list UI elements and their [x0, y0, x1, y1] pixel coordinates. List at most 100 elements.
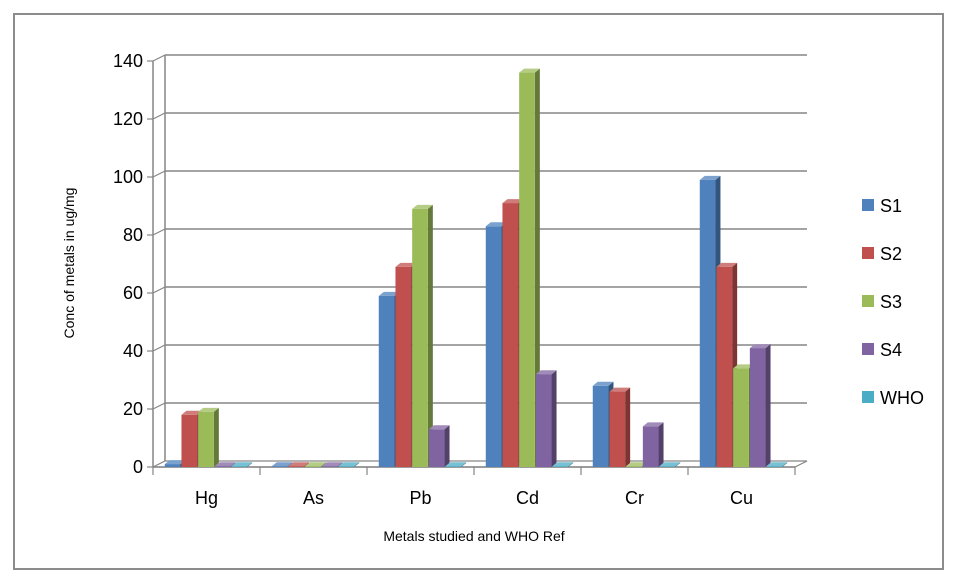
bar-top: [519, 68, 540, 73]
bar-top: [271, 462, 293, 467]
y-tick-label: 60: [123, 283, 143, 303]
bar-front: [609, 391, 626, 467]
gridline-side: [152, 228, 166, 236]
bar-front: [485, 226, 502, 467]
bar: [609, 387, 631, 467]
legend-swatch: [862, 391, 874, 403]
x-tick-label: Hg: [195, 488, 218, 508]
bar-front: [271, 466, 288, 467]
bar-top: [338, 462, 360, 467]
bar-front: [412, 208, 428, 467]
bar-front: [592, 385, 609, 467]
bar: [642, 422, 664, 467]
legend-swatch: [862, 247, 874, 259]
bar-side: [658, 422, 664, 467]
bar: [428, 425, 450, 467]
legend-swatch: [862, 295, 874, 307]
y-tick-label: 40: [123, 341, 143, 361]
bar-side: [765, 344, 771, 467]
bar: [519, 68, 540, 467]
bar-side: [304, 462, 310, 467]
x-tick-label: Cd: [516, 488, 539, 508]
x-tick-label: Pb: [409, 488, 431, 508]
legend-label: S2: [880, 244, 902, 264]
y-tick-label: 20: [123, 399, 143, 419]
bar: [271, 462, 293, 467]
legend-item: S4: [862, 340, 902, 360]
gridline-side: [152, 170, 166, 178]
legend-label: WHO: [880, 388, 924, 408]
bar-front: [305, 466, 321, 467]
bar: [749, 344, 771, 467]
bars: [164, 68, 788, 467]
bar-front: [733, 368, 749, 467]
bar-side: [354, 462, 360, 467]
bar-top: [502, 199, 524, 204]
legend-label: S1: [880, 196, 902, 216]
bar-top: [181, 410, 203, 415]
bar-top: [378, 291, 400, 296]
bar-front: [699, 179, 716, 467]
bar-top: [395, 262, 417, 267]
bar-front: [181, 414, 198, 467]
bar-top: [198, 407, 219, 412]
x-tick-label: Cr: [625, 488, 644, 508]
bar: [766, 462, 788, 467]
bar-side: [427, 204, 433, 467]
bar-side: [337, 462, 343, 467]
bar-side: [287, 462, 293, 467]
bar-front: [626, 466, 642, 467]
bar-top: [626, 462, 647, 467]
bar-front: [378, 295, 395, 467]
gridline-side: [152, 112, 166, 120]
bar: [214, 462, 236, 467]
bar-top: [716, 262, 738, 267]
bar-front: [395, 266, 412, 467]
legend-swatch: [862, 343, 874, 355]
gridline-side: [152, 344, 166, 352]
bar-side: [534, 68, 540, 467]
bar-side: [213, 407, 219, 467]
legend-item: S2: [862, 244, 902, 264]
bar-top: [609, 387, 631, 392]
bar-top: [321, 462, 343, 467]
bar-side: [782, 462, 788, 467]
bar-top: [164, 460, 186, 465]
bar-top: [231, 462, 253, 467]
bar: [535, 370, 557, 467]
bar-top: [428, 425, 450, 430]
bar: [552, 462, 574, 467]
bar: [321, 462, 343, 467]
bar-top: [445, 462, 467, 467]
bar: [288, 462, 310, 467]
bar-top: [535, 370, 557, 375]
y-tick-label: 120: [113, 109, 143, 129]
bar-front: [642, 426, 659, 467]
x-tick-label: Cu: [730, 488, 753, 508]
bar-front: [445, 466, 462, 467]
bar-side: [247, 462, 253, 467]
bar-front: [749, 348, 766, 467]
bar: [231, 462, 253, 467]
bar-front: [231, 466, 248, 467]
bar-top: [412, 204, 433, 209]
bar-front: [519, 72, 535, 467]
x-tick-label: As: [303, 488, 324, 508]
bar-side: [230, 462, 236, 467]
bar-side: [320, 462, 326, 467]
x-axis-title: Metals studied and WHO Ref: [383, 528, 564, 544]
bar-side: [675, 462, 681, 467]
bar-top: [214, 462, 236, 467]
bar: [198, 407, 219, 467]
bar-front: [321, 466, 338, 467]
bar-side: [551, 370, 557, 467]
bar-top: [288, 462, 310, 467]
legend-item: S1: [862, 196, 902, 216]
gridline-side: [152, 402, 166, 410]
bar: [659, 462, 681, 467]
bar-top: [699, 175, 721, 180]
legend-item: S3: [862, 292, 902, 312]
bar-side: [444, 425, 450, 467]
bar-front: [552, 466, 569, 467]
bar-front: [535, 374, 552, 467]
